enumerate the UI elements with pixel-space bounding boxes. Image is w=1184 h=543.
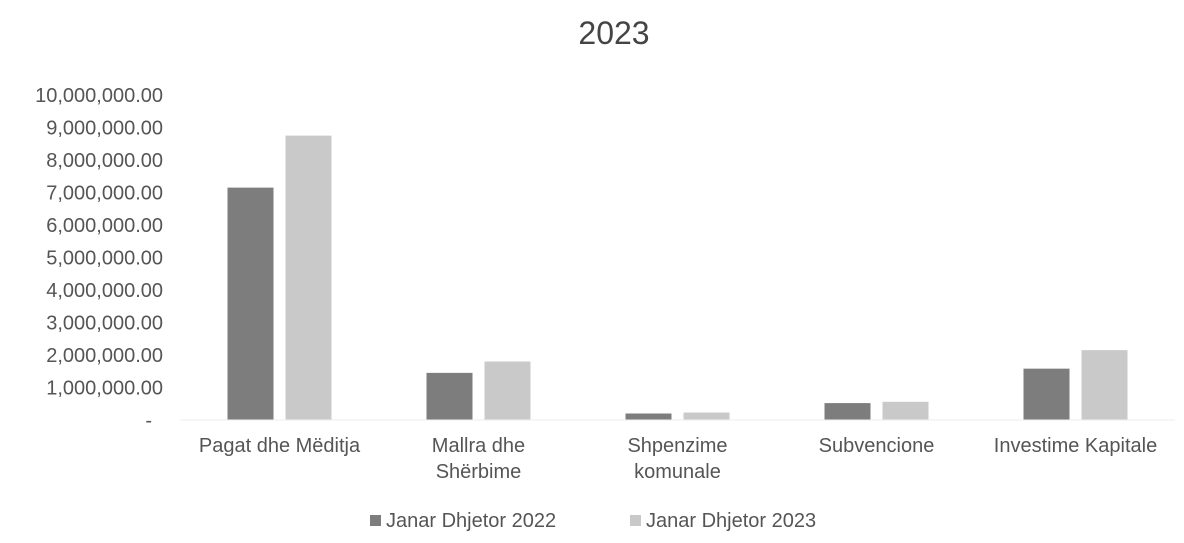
- x-tick-label: Pagat dhe Mëditja: [199, 435, 361, 457]
- x-tick-label-line: Investime Kapitale: [994, 435, 1157, 457]
- y-axis: - 1,000,000.00 2,000,000.00 3,000,000.00 4,0…: [35, 85, 163, 432]
- x-tick-label-line: Pagat dhe Mëditja: [199, 435, 361, 457]
- legend-label-2: Janar Dhjetor 2023: [646, 510, 816, 532]
- bar-series-2-cat-5: [1081, 350, 1128, 420]
- x-tick-label-line: Mallra dhe: [432, 435, 525, 457]
- x-tick-label: Investime Kapitale: [994, 435, 1157, 457]
- bar-series-2-cat-4: [882, 401, 929, 420]
- bar-series-1-cat-4: [824, 403, 871, 420]
- legend: Janar Dhjetor 2022 Janar Dhjetor 2023: [370, 510, 816, 532]
- x-tick-label-line: Shpenzime: [627, 435, 727, 457]
- bar-series-1-cat-3: [625, 413, 672, 420]
- x-tick-label: Mallra dhe Shërbime: [432, 435, 525, 483]
- legend-swatch-1: [370, 515, 381, 526]
- y-tick-label: 7,000,000.00: [46, 183, 163, 205]
- x-tick-label-line: Subvencione: [819, 435, 935, 457]
- bars: [227, 135, 1128, 420]
- chart-title: 2023: [578, 15, 649, 51]
- y-tick-label: 10,000,000.00: [35, 85, 163, 107]
- y-tick-label: 2,000,000.00: [46, 345, 163, 367]
- y-tick-label: 1,000,000.00: [46, 378, 163, 400]
- bar-series-2-cat-2: [484, 361, 531, 420]
- bar-series-1-cat-5: [1023, 368, 1070, 420]
- x-tick-label: Shpenzime komunale: [627, 435, 727, 483]
- y-tick-label: -: [145, 410, 152, 432]
- bar-series-2-cat-1: [285, 135, 332, 420]
- y-tick-label: 8,000,000.00: [46, 150, 163, 172]
- bar-series-1-cat-2: [426, 372, 473, 420]
- x-tick-label: Subvencione: [819, 435, 935, 457]
- y-tick-label: 3,000,000.00: [46, 313, 163, 335]
- y-tick-label: 9,000,000.00: [46, 118, 163, 140]
- bar-series-1-cat-1: [227, 187, 274, 420]
- x-tick-label-line: komunale: [634, 461, 721, 483]
- x-tick-label-line: Shërbime: [436, 461, 522, 483]
- y-tick-label: 4,000,000.00: [46, 280, 163, 302]
- bar-series-2-cat-3: [683, 412, 730, 420]
- y-tick-label: 5,000,000.00: [46, 248, 163, 270]
- y-tick-label: 6,000,000.00: [46, 215, 163, 237]
- legend-swatch-2: [630, 515, 641, 526]
- legend-label-1: Janar Dhjetor 2022: [386, 510, 556, 532]
- x-axis: Pagat dhe Mëditja Mallra dhe Shërbime Shpen…: [180, 419, 1175, 483]
